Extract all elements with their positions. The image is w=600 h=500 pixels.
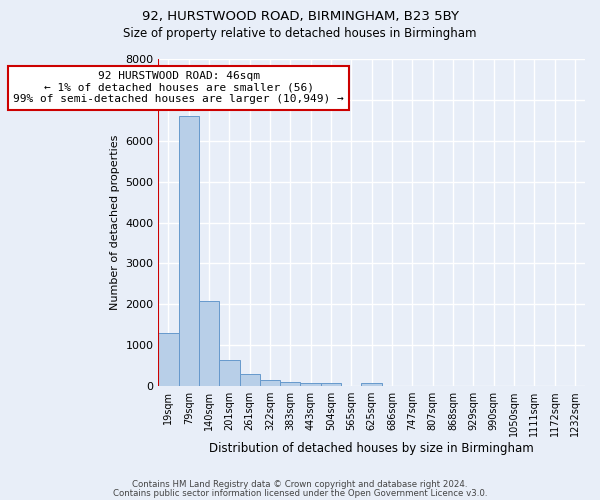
Bar — [260, 380, 280, 386]
Text: Size of property relative to detached houses in Birmingham: Size of property relative to detached ho… — [123, 28, 477, 40]
Bar — [199, 301, 219, 386]
Bar — [219, 360, 239, 386]
X-axis label: Distribution of detached houses by size in Birmingham: Distribution of detached houses by size … — [209, 442, 534, 455]
Bar — [280, 382, 301, 386]
Bar — [239, 374, 260, 386]
Text: Contains HM Land Registry data © Crown copyright and database right 2024.: Contains HM Land Registry data © Crown c… — [132, 480, 468, 489]
Y-axis label: Number of detached properties: Number of detached properties — [110, 135, 119, 310]
Bar — [321, 383, 341, 386]
Bar — [179, 116, 199, 386]
Text: 92 HURSTWOOD ROAD: 46sqm
← 1% of detached houses are smaller (56)
99% of semi-de: 92 HURSTWOOD ROAD: 46sqm ← 1% of detache… — [13, 72, 344, 104]
Bar — [158, 333, 179, 386]
Bar — [301, 383, 321, 386]
Text: Contains public sector information licensed under the Open Government Licence v3: Contains public sector information licen… — [113, 488, 487, 498]
Text: 92, HURSTWOOD ROAD, BIRMINGHAM, B23 5BY: 92, HURSTWOOD ROAD, BIRMINGHAM, B23 5BY — [142, 10, 458, 23]
Bar — [361, 383, 382, 386]
